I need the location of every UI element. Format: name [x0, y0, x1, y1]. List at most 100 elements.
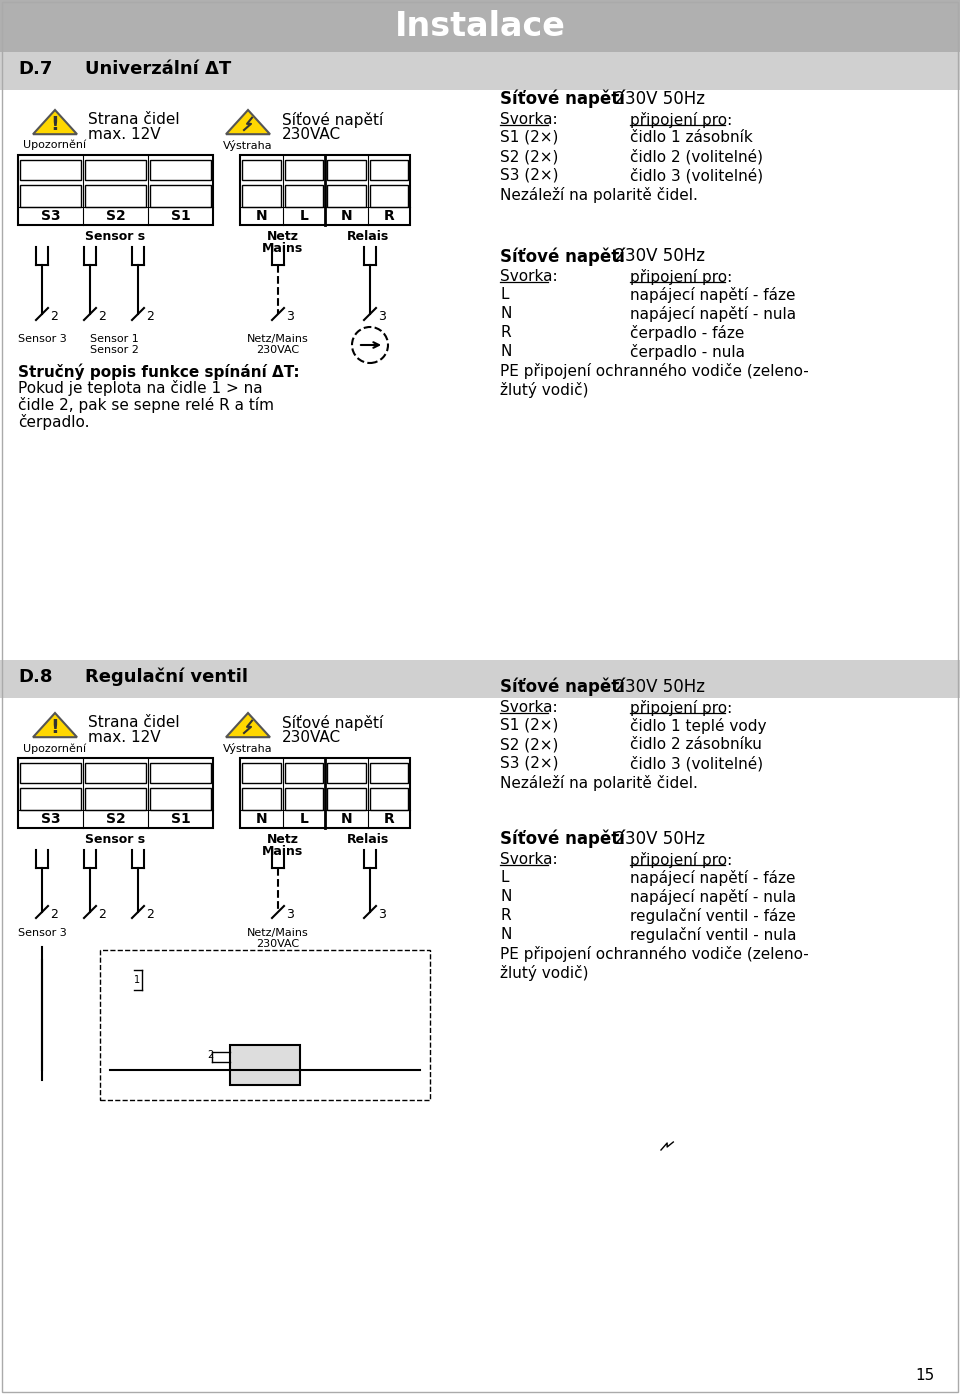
Text: !: !	[51, 718, 60, 737]
Text: 3: 3	[378, 309, 386, 323]
Text: N: N	[500, 889, 512, 903]
Text: S2: S2	[106, 811, 126, 827]
Text: Mains: Mains	[262, 845, 303, 857]
Text: Sensor 1: Sensor 1	[89, 335, 138, 344]
Text: Sensor 3: Sensor 3	[17, 928, 66, 938]
Text: max. 12V: max. 12V	[88, 127, 160, 142]
Text: Výstraha: Výstraha	[223, 743, 273, 754]
Text: čerpadlo - fáze: čerpadlo - fáze	[630, 325, 744, 342]
Text: 3: 3	[286, 309, 294, 323]
Text: Sensor 2: Sensor 2	[89, 344, 138, 355]
Text: - 230V 50Hz: - 230V 50Hz	[597, 91, 705, 107]
Text: 1: 1	[134, 974, 140, 986]
Polygon shape	[226, 712, 270, 737]
Text: připojení pro:: připojení pro:	[630, 112, 732, 128]
Text: N: N	[255, 811, 267, 827]
Text: - 230V 50Hz: - 230V 50Hz	[597, 247, 705, 265]
Text: Nezáleží na polaritě čidel.: Nezáleží na polaritě čidel.	[500, 187, 698, 204]
Text: S3: S3	[40, 209, 60, 223]
Text: S2 (2×): S2 (2×)	[500, 149, 559, 164]
Text: Strana čidel: Strana čidel	[88, 715, 180, 730]
Text: Netz/Mains: Netz/Mains	[247, 928, 309, 938]
Text: Síťové napětí: Síťové napětí	[282, 112, 383, 128]
Text: PE připojení ochranného vodiče (zeleno-
žlutý vodič): PE připojení ochranného vodiče (zeleno- …	[500, 362, 808, 397]
Text: Mains: Mains	[262, 243, 303, 255]
Text: Síťové napětí: Síťové napětí	[500, 677, 625, 697]
Text: N: N	[500, 307, 512, 321]
Text: 2: 2	[98, 309, 106, 323]
Text: Relais: Relais	[347, 230, 389, 243]
Polygon shape	[33, 110, 77, 134]
Text: čerpadlo - nula: čerpadlo - nula	[630, 344, 745, 360]
Text: - 230V 50Hz: - 230V 50Hz	[597, 677, 705, 696]
Text: čidle 2, pak se sepne relé R a tím: čidle 2, pak se sepne relé R a tím	[18, 397, 274, 413]
Text: čidlo 2 zásobníku: čidlo 2 zásobníku	[630, 737, 762, 751]
Text: 2: 2	[50, 907, 58, 921]
Text: N: N	[255, 209, 267, 223]
Text: 2: 2	[146, 309, 154, 323]
Text: regulační ventil - fáze: regulační ventil - fáze	[630, 907, 796, 924]
Text: S3 (2×): S3 (2×)	[500, 756, 559, 771]
Text: Pokud je teplota na čidle 1 > na: Pokud je teplota na čidle 1 > na	[18, 381, 263, 396]
Text: R: R	[383, 811, 395, 827]
Text: R: R	[500, 325, 511, 340]
Polygon shape	[226, 110, 270, 134]
Text: čidlo 3 (volitelné): čidlo 3 (volitelné)	[630, 169, 763, 184]
Text: 3: 3	[378, 907, 386, 921]
Text: připojení pro:: připojení pro:	[630, 852, 732, 868]
Text: Netz: Netz	[267, 230, 299, 243]
Text: 230VAC: 230VAC	[256, 940, 300, 949]
Text: R: R	[383, 209, 395, 223]
Text: 2: 2	[206, 1050, 213, 1059]
Text: čerpadlo.: čerpadlo.	[18, 414, 89, 429]
Text: S2 (2×): S2 (2×)	[500, 737, 559, 751]
Text: S3 (2×): S3 (2×)	[500, 169, 559, 183]
Text: Stručný popis funkce spínání ΔT:: Stručný popis funkce spínání ΔT:	[18, 364, 300, 381]
Text: N: N	[341, 209, 352, 223]
Text: Upozornění: Upozornění	[23, 139, 86, 151]
Text: Síťové napětí: Síťové napětí	[500, 829, 625, 849]
Text: čidlo 2 (volitelné): čidlo 2 (volitelné)	[630, 149, 763, 164]
Text: připojení pro:: připojení pro:	[630, 700, 732, 717]
Text: N: N	[500, 927, 512, 942]
Text: Svorka:: Svorka:	[500, 700, 558, 715]
Text: L: L	[500, 870, 509, 885]
Text: Regulační ventil: Regulační ventil	[85, 668, 248, 686]
Text: S2: S2	[106, 209, 126, 223]
Text: L: L	[300, 209, 308, 223]
Polygon shape	[33, 712, 77, 737]
Text: D.7: D.7	[18, 60, 53, 78]
Text: Netz: Netz	[267, 834, 299, 846]
Text: Strana čidel: Strana čidel	[88, 112, 180, 127]
Text: Sensor s: Sensor s	[85, 230, 146, 243]
Text: S1 (2×): S1 (2×)	[500, 718, 559, 733]
Text: S3: S3	[40, 811, 60, 827]
Text: L: L	[500, 287, 509, 302]
Text: Svorka:: Svorka:	[500, 269, 558, 284]
Text: Upozornění: Upozornění	[23, 743, 86, 754]
FancyBboxPatch shape	[0, 52, 960, 91]
Text: Sensor s: Sensor s	[85, 834, 146, 846]
Text: čidlo 3 (volitelné): čidlo 3 (volitelné)	[630, 756, 763, 771]
Text: 2: 2	[146, 907, 154, 921]
Text: 2: 2	[98, 907, 106, 921]
FancyBboxPatch shape	[230, 1046, 300, 1085]
Text: Relais: Relais	[347, 834, 389, 846]
Text: čidlo 1 teplé vody: čidlo 1 teplé vody	[630, 718, 766, 735]
Text: 230VAC: 230VAC	[282, 730, 341, 744]
FancyBboxPatch shape	[0, 659, 960, 698]
Text: S1 (2×): S1 (2×)	[500, 130, 559, 145]
Text: 3: 3	[286, 907, 294, 921]
Text: - 230V 50Hz: - 230V 50Hz	[597, 829, 705, 848]
Text: připojení pro:: připojení pro:	[630, 269, 732, 284]
Text: Svorka:: Svorka:	[500, 852, 558, 867]
Text: čidlo 1 zásobník: čidlo 1 zásobník	[630, 130, 753, 145]
Text: Síťové napětí: Síťové napětí	[500, 247, 625, 265]
Text: 2: 2	[50, 309, 58, 323]
Text: regulační ventil - nula: regulační ventil - nula	[630, 927, 797, 942]
Text: Výstraha: Výstraha	[223, 139, 273, 151]
Text: !: !	[51, 114, 60, 134]
Text: Síťové napětí: Síťové napětí	[500, 91, 625, 109]
Text: S1: S1	[171, 811, 190, 827]
Text: PE připojení ochranného vodiče (zeleno-
žlutý vodič): PE připojení ochranného vodiče (zeleno- …	[500, 947, 808, 980]
